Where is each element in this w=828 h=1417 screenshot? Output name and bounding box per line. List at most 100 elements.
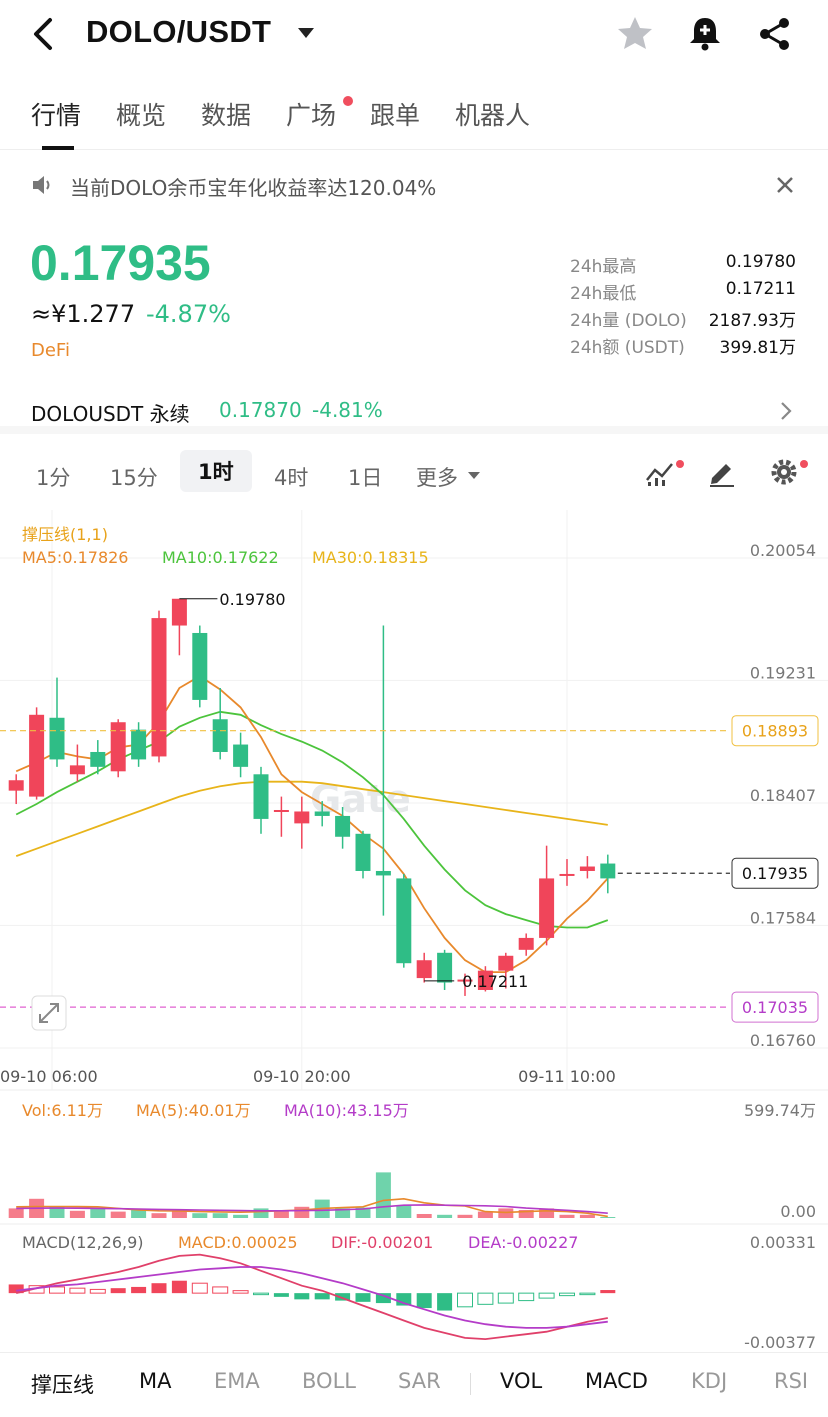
macd-histogram-bar	[110, 1288, 126, 1294]
volume-bar	[355, 1207, 371, 1218]
y-tick-label: 0.17584	[750, 908, 816, 927]
perp-change: -4.81%	[312, 398, 383, 422]
interval-1h[interactable]: 1时	[180, 450, 252, 492]
vol-max-label: 599.74万	[744, 1101, 816, 1120]
interval-more[interactable]: 更多	[416, 466, 458, 490]
volume-bar	[600, 1217, 616, 1218]
vol-ma5-legend: MA(5):40.01万	[136, 1101, 251, 1120]
macd-min-label: -0.00377	[744, 1333, 816, 1350]
volume-bar	[539, 1208, 555, 1218]
pair-title[interactable]: DOLO/USDT	[86, 14, 272, 49]
candle-body	[477, 970, 493, 990]
x-tick-label: 09-11 10:00	[518, 1067, 616, 1086]
volume-ma10-line	[16, 1204, 608, 1214]
close-icon[interactable]	[772, 172, 798, 198]
ma30-legend: MA30:0.18315	[312, 548, 429, 567]
stat-high-label: 24h最高	[570, 257, 637, 277]
candle-body	[8, 780, 24, 791]
volume-bar	[559, 1214, 575, 1218]
notification-dot	[343, 96, 353, 106]
expand-icon[interactable]	[31, 995, 67, 1031]
candle-body	[396, 878, 412, 964]
high-marker-label: 0.19780	[219, 590, 285, 609]
volume-bar	[335, 1208, 351, 1218]
indicator-vol[interactable]: VOL	[500, 1369, 543, 1393]
dif-legend: DIF:-0.00201	[331, 1233, 433, 1252]
y-tick-label: 0.18407	[750, 786, 816, 805]
bell-plus-icon[interactable]	[685, 14, 725, 54]
indicator-sar[interactable]: SAR	[398, 1369, 441, 1393]
top-bar: DOLO/USDT	[0, 0, 828, 72]
candle-body	[539, 878, 555, 938]
chart-area[interactable]: 0.20054 0.19231 0.18407 0.17584 0.16760 09-10…	[0, 510, 828, 1352]
macd-histogram-bar	[294, 1293, 310, 1300]
macd-histogram-bar	[355, 1293, 371, 1302]
tab-bots[interactable]: 机器人	[455, 101, 531, 130]
volume-bar	[90, 1208, 106, 1218]
tab-copy-trade[interactable]: 跟单	[370, 101, 421, 130]
candle-body	[559, 873, 575, 876]
indicator-boll[interactable]: BOLL	[302, 1369, 356, 1393]
volume-bar	[273, 1210, 289, 1218]
interval-15m[interactable]: 15分	[110, 466, 158, 490]
draw-pencil-icon[interactable]	[706, 456, 738, 488]
ma10-legend: MA10:0.17622	[162, 548, 279, 567]
indicator-ma[interactable]: MA	[139, 1369, 172, 1393]
star-icon[interactable]	[615, 14, 655, 54]
volume-bar	[253, 1208, 269, 1218]
speaker-icon	[33, 176, 50, 194]
tab-data[interactable]: 数据	[201, 101, 252, 130]
perpetual-row[interactable]: DOLOUSDT 永续 0.17870 -4.81%	[0, 382, 828, 434]
volume-bar	[457, 1214, 473, 1218]
dea-line	[16, 1266, 608, 1329]
chevron-left-icon[interactable]	[28, 14, 60, 54]
caret-down-icon[interactable]	[298, 28, 314, 38]
resistance-label: 0.18893	[742, 722, 808, 741]
gear-icon[interactable]	[768, 456, 800, 488]
tab-overview[interactable]: 概览	[116, 101, 167, 130]
category-tag[interactable]: DeFi	[31, 340, 70, 361]
volume-bar	[416, 1213, 432, 1218]
last-price: 0.17935	[30, 235, 211, 291]
support-label: 0.17035	[742, 998, 808, 1017]
candle-body	[212, 719, 228, 752]
macd-histogram-bar	[131, 1286, 147, 1294]
candle-body	[253, 774, 269, 819]
volume-bar	[294, 1206, 310, 1218]
interval-4h[interactable]: 4时	[274, 466, 309, 490]
indicator-rsi[interactable]: RSI	[774, 1369, 809, 1393]
indicator-macd[interactable]: MACD	[585, 1369, 648, 1393]
announcement-text: 当前DOLO余币宝年化收益率达120.04%	[70, 176, 437, 200]
ma5-legend: MA5:0.17826	[22, 548, 128, 567]
more-caret-icon	[468, 472, 480, 479]
macd-histogram-bar	[579, 1292, 596, 1296]
macd-max-label: 0.00331	[750, 1233, 816, 1252]
active-tab-indicator	[42, 146, 74, 150]
share-icon[interactable]	[755, 14, 795, 54]
candle-body	[335, 815, 351, 837]
kline-chart[interactable]: 0.20054 0.19231 0.18407 0.17584 0.16760 09-10…	[0, 510, 828, 1352]
vol-ma10-legend: MA(10):43.15万	[284, 1101, 409, 1120]
indicator-chart-icon[interactable]	[644, 456, 676, 488]
indicator-kdj[interactable]: KDJ	[691, 1369, 728, 1393]
indicator-bar: 撑压线 MA EMA BOLL SAR VOL MACD KDJ RSI	[0, 1352, 828, 1414]
interval-1d[interactable]: 1日	[348, 466, 383, 490]
tab-market[interactable]: 行情	[31, 101, 82, 130]
indicator-sr[interactable]: 撑压线	[31, 1373, 94, 1397]
interval-1m[interactable]: 1分	[36, 466, 71, 490]
stat-turnover-value: 399.81万	[719, 338, 796, 358]
macd-histogram-bar	[559, 1292, 575, 1297]
candle-body	[314, 811, 330, 816]
macd-histogram-bar	[151, 1283, 167, 1294]
tab-square[interactable]: 广场	[286, 101, 337, 130]
indicator-dot	[676, 460, 684, 468]
announcement-bar[interactable]: 当前DOLO余币宝年化收益率达120.04%	[0, 152, 828, 218]
indicator-ema[interactable]: EMA	[214, 1369, 260, 1393]
volume-bar	[396, 1205, 412, 1218]
macd-histogram-bar	[477, 1292, 494, 1305]
volume-bar	[477, 1211, 493, 1218]
volume-bar	[192, 1213, 208, 1218]
dif-line	[15, 1253, 608, 1341]
macd-histogram-bar	[538, 1292, 555, 1299]
volume-bar	[69, 1210, 85, 1218]
